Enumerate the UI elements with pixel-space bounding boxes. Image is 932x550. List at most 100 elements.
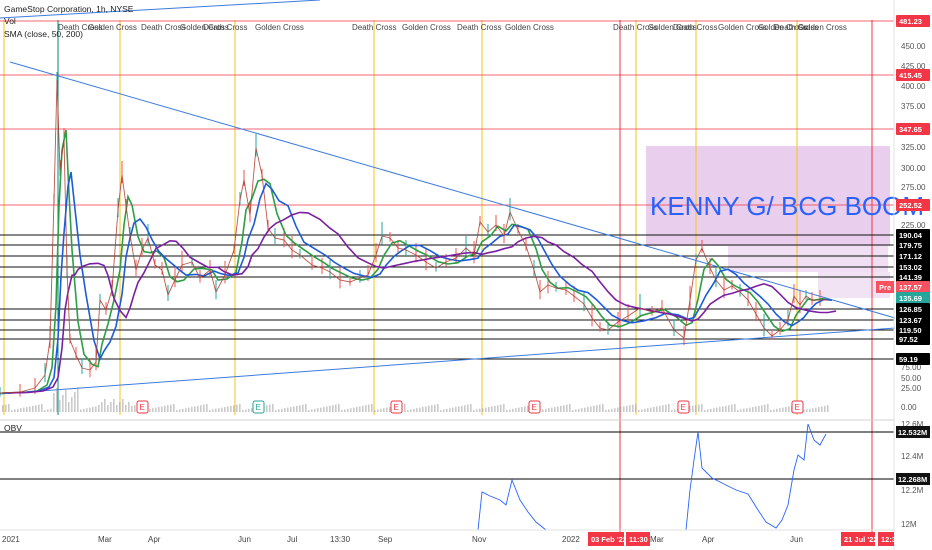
earnings-badge	[791, 400, 804, 414]
volume-bar	[383, 408, 385, 412]
volume-bar	[233, 405, 235, 412]
cross-label: Death Cross	[613, 23, 657, 32]
volume-bar	[650, 407, 652, 412]
volume-bar	[467, 404, 469, 412]
price-badge	[896, 123, 930, 135]
volume-bar	[647, 408, 649, 412]
earnings-badge	[136, 400, 149, 414]
date-highlight-label: 11:30	[629, 535, 648, 544]
cross-label: Death Cross	[352, 23, 396, 32]
price-badge	[896, 292, 930, 304]
date-axis-ticks: 2021 Mar Apr Jun Jul 13:30 Sep Nov 2022 Mar Apr Jun	[2, 535, 803, 544]
volume-bar	[434, 404, 436, 412]
volume-bar	[473, 410, 475, 412]
obv-label: OBV	[4, 423, 22, 433]
date-highlight-label: 21 Jul '22	[844, 535, 877, 544]
price-badge	[896, 239, 930, 251]
volume-bar	[824, 405, 826, 412]
price-badge	[896, 69, 930, 81]
date-tick: 2021	[2, 535, 20, 544]
volume-bar	[107, 405, 109, 412]
date-tick: Mar	[650, 535, 664, 544]
volume-bar	[608, 409, 610, 412]
volume-bar	[476, 409, 478, 412]
price-badge	[896, 271, 930, 283]
volume-bar	[710, 408, 712, 412]
volume-bar	[455, 407, 457, 412]
price-tick: 325.00	[901, 143, 926, 152]
volume-bar	[170, 404, 172, 412]
annotation-text: KENNY G/ BCG BOOM	[650, 191, 924, 221]
volume-bar	[26, 407, 28, 412]
date-tick: Jun	[790, 535, 803, 544]
volume-bar	[116, 405, 118, 412]
date-tick: 2022	[562, 535, 580, 544]
volume-bar	[80, 409, 82, 412]
volume-bar	[203, 404, 205, 412]
volume-bar	[335, 404, 337, 412]
cross-label: Death Cross	[58, 23, 102, 32]
price-badge-label: 190.04	[899, 231, 923, 240]
volume-bar	[617, 407, 619, 412]
obv-badge-label: 12.268M	[898, 475, 927, 484]
volume-bar	[776, 408, 778, 412]
earnings-label: E	[795, 403, 800, 412]
date-tick: Apr	[148, 535, 161, 544]
price-badge	[896, 250, 930, 262]
volume-bar	[218, 408, 220, 412]
date-tick: Mar	[98, 535, 112, 544]
volume-bar	[92, 407, 94, 412]
price-badge-label: 126.85	[899, 305, 922, 314]
earnings-label: E	[681, 403, 686, 412]
earnings-badge	[528, 400, 541, 414]
volume-bar	[152, 408, 154, 412]
date-highlight	[626, 532, 650, 546]
cross-label: Death Cross	[203, 23, 247, 32]
volume-bar	[278, 409, 280, 412]
volume-bar	[512, 408, 514, 412]
volume-bar	[161, 406, 163, 412]
volume-bar	[386, 407, 388, 412]
volume-bar	[347, 408, 349, 412]
obv-line	[477, 423, 827, 531]
date-tick: Nov	[472, 535, 486, 544]
descending-trendline	[9, 61, 896, 319]
volume-bar	[101, 402, 103, 412]
indicator-vol: Vol	[4, 16, 16, 26]
volume-bar	[326, 406, 328, 412]
volume-bar	[302, 404, 304, 412]
earnings-badge	[390, 400, 403, 414]
price-badge-label: 119.50	[899, 326, 922, 335]
obv-tick: 12.2M	[901, 486, 924, 495]
cross-label: Golden Cross	[505, 23, 554, 32]
volume-bar	[230, 405, 232, 412]
cross-label: Golden Cross	[718, 23, 767, 32]
volume-bar	[662, 405, 664, 412]
volume-bar	[131, 405, 133, 412]
volume-bar	[665, 404, 667, 412]
horizontal-levels	[0, 20, 894, 360]
volume-bar	[296, 405, 298, 412]
volume-bar	[569, 404, 571, 412]
volume-bar	[125, 405, 127, 412]
volume-bar	[584, 407, 586, 412]
volume-bar	[359, 406, 361, 412]
volume-bar	[77, 387, 79, 412]
volume-bars	[2, 387, 829, 412]
volume-bar	[827, 405, 829, 412]
cross-label: Golden Cross	[402, 23, 451, 32]
volume-bar	[563, 405, 565, 412]
price-series-line	[0, 79, 828, 394]
cross-label: Golden Cross	[180, 23, 229, 32]
volume-bar	[35, 405, 37, 412]
volume-bar	[371, 404, 373, 412]
volume-bar	[305, 404, 307, 412]
volume-bar	[227, 406, 229, 412]
volume-bar	[41, 404, 43, 412]
volume-bar	[626, 405, 628, 412]
volume-bar	[389, 407, 391, 412]
volume-bar	[119, 402, 121, 412]
volume-bar	[485, 407, 487, 412]
